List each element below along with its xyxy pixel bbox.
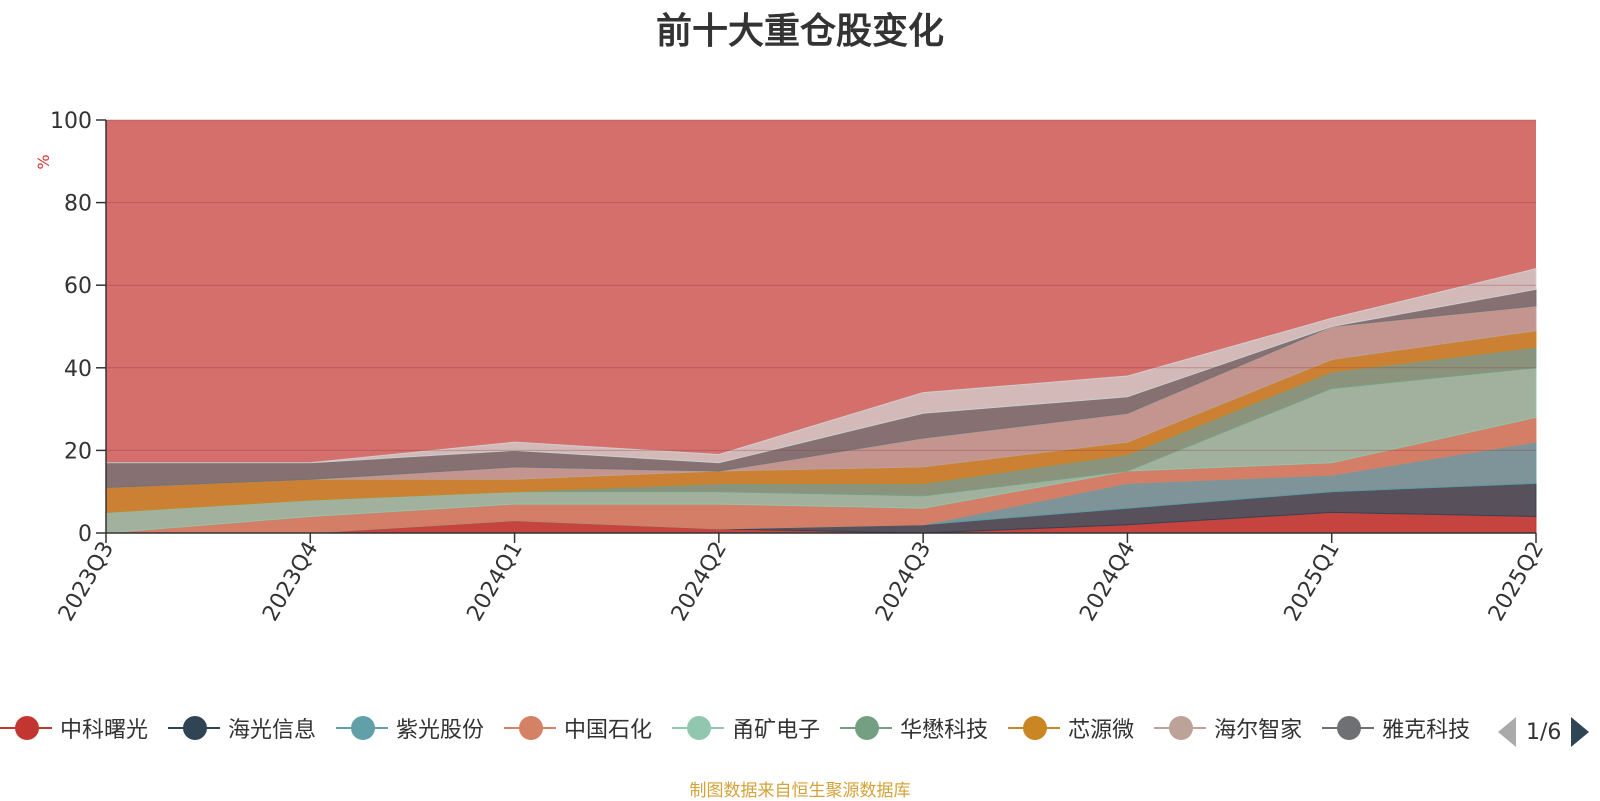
legend-label: 中国石化: [564, 718, 653, 743]
y-tick-label: 80: [64, 192, 92, 217]
x-tick-label: 2025Q2: [1484, 538, 1549, 626]
legend-marker-icon: [840, 715, 893, 741]
legend-marker-icon: [168, 715, 221, 741]
legend-marker-icon: [672, 715, 725, 741]
legend-item[interactable]: 中国石化: [504, 712, 652, 744]
legend-prev-page-icon[interactable]: [1498, 717, 1516, 747]
area-bands: [105, 120, 1537, 534]
legend-item[interactable]: 中科曙光: [0, 712, 148, 744]
legend-item[interactable]: 海尔智家: [1154, 712, 1302, 744]
legend-item[interactable]: 雅克科技: [1322, 712, 1470, 744]
x-tick-label: 2023Q3: [54, 538, 119, 626]
y-tick-label: 100: [50, 109, 92, 134]
legend-label: 华懋科技: [900, 718, 989, 743]
x-tick-label: 2025Q1: [1280, 538, 1345, 626]
x-tick-label: 2023Q4: [258, 538, 323, 626]
x-tick-label: 2024Q2: [667, 538, 732, 626]
x-tick-label: 2024Q3: [871, 538, 936, 626]
legend-marker-icon: [504, 715, 557, 741]
y-axis-label: %: [34, 154, 53, 169]
y-tick-label: 20: [64, 439, 92, 464]
legend-marker-icon: [1008, 715, 1061, 741]
legend-item[interactable]: 甬矿电子: [672, 712, 820, 744]
y-tick-label: 40: [64, 357, 92, 382]
source-note: 制图数据来自恒生聚源数据库: [689, 781, 911, 801]
legend-page-indicator: 1/6: [1526, 719, 1562, 745]
legend-label: 芯源微: [1068, 718, 1135, 743]
x-tick-label: 2024Q4: [1075, 538, 1140, 626]
legend-marker-icon: [336, 715, 389, 741]
stacked-area-chart: 0 20 40 60 80 100% 2023Q3 2023Q4 2024Q1 2024Q2 202…: [34, 109, 1549, 626]
legend-item[interactable]: 海光信息: [168, 712, 316, 744]
legend-label: 中科曙光: [60, 718, 149, 743]
legend-marker-icon: [1322, 715, 1375, 741]
legend-item[interactable]: 华懋科技: [840, 712, 988, 744]
legend-next-page-icon[interactable]: [1571, 717, 1590, 747]
y-tick-label: 60: [64, 274, 92, 299]
legend: 中科曙光 海光信息 紫光股份 中国石化 甬矿电子 华懋科技 芯源微 海尔智家 雅克科技: [0, 712, 1485, 752]
area-series-9[interactable]: [106, 268, 1537, 464]
legend-label: 甬矿电子: [732, 718, 821, 743]
legend-marker-icon: [0, 715, 52, 741]
legend-label: 海尔智家: [1214, 718, 1303, 743]
legend-label: 雅克科技: [1382, 718, 1471, 743]
y-tick-label: 0: [78, 522, 92, 547]
x-tick-label: 2024Q1: [462, 538, 527, 626]
chart-title: 前十大重仓股变化: [655, 11, 944, 52]
legend-item[interactable]: 芯源微: [1008, 712, 1134, 744]
grid-lines: [106, 119, 1536, 451]
legend-marker-icon: [1154, 715, 1207, 741]
legend-item[interactable]: 紫光股份: [336, 712, 484, 744]
legend-label: 紫光股份: [396, 718, 485, 743]
legend-pager: 1/6: [1498, 712, 1590, 752]
legend-label: 海光信息: [228, 718, 317, 743]
